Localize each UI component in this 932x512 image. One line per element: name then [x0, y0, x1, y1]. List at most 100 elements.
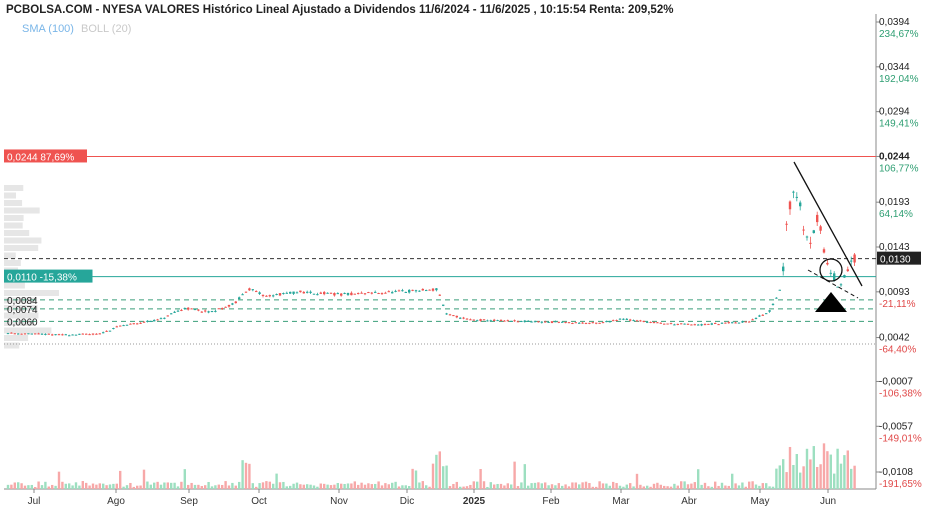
candle-body — [690, 324, 693, 326]
candle-body — [761, 314, 764, 316]
candle-body — [663, 323, 666, 325]
volume-bar — [574, 482, 577, 489]
candle-body — [639, 320, 642, 322]
volume-bar — [775, 468, 778, 489]
candle-body — [414, 290, 418, 292]
volume-bar — [425, 485, 428, 489]
volume-profile-bar — [4, 297, 37, 304]
candle-body — [438, 294, 441, 296]
candle-body — [377, 293, 380, 295]
candle-body — [367, 292, 370, 294]
volume-bar — [61, 481, 64, 489]
candle-body — [30, 333, 33, 335]
candle-body — [533, 321, 537, 323]
candle-body — [843, 274, 846, 278]
volume-bar — [547, 485, 550, 489]
volume-bar — [44, 481, 47, 489]
candle-body — [387, 291, 390, 293]
candle-body — [686, 323, 690, 325]
candle-body — [598, 322, 601, 324]
candle-body — [435, 288, 438, 291]
candle-body — [346, 293, 350, 295]
volume-bar — [387, 484, 390, 489]
volume-bar — [275, 473, 278, 489]
candle-body — [40, 333, 44, 335]
volume-bar — [299, 484, 302, 489]
x-tick-label: 2025 — [463, 496, 486, 507]
volume-bar — [819, 464, 822, 489]
y-tick-label: -0,0108 — [879, 467, 913, 478]
candle-body — [34, 333, 37, 335]
volume-bar — [309, 484, 312, 489]
volume-bar — [765, 483, 768, 489]
candle-body — [496, 320, 499, 322]
candle-body — [105, 330, 108, 332]
candle-body — [768, 310, 771, 312]
candle-body — [411, 289, 414, 291]
volume-bar — [629, 483, 632, 489]
level-label: 0,0074 — [7, 305, 38, 316]
candle-body — [727, 322, 730, 324]
candle-body — [493, 319, 496, 322]
volume-bar — [244, 462, 248, 489]
candle-body — [829, 272, 832, 274]
candle-body — [149, 321, 152, 323]
volume-bar — [234, 485, 237, 489]
candle-body — [826, 262, 829, 265]
candle-body — [758, 315, 761, 317]
candle-body — [527, 320, 530, 322]
candle-body — [805, 236, 809, 238]
candle-body — [81, 333, 84, 335]
volume-bar — [652, 483, 656, 489]
warning-triangle-marker — [815, 292, 847, 312]
volume-bar — [51, 484, 54, 489]
candle-body — [343, 292, 346, 294]
candle-body — [231, 303, 234, 305]
candle-body — [669, 323, 673, 325]
volume-profile-bar — [4, 222, 23, 229]
volume-bar — [180, 481, 183, 489]
candle-body — [537, 321, 540, 323]
volume-profile-bar — [4, 305, 38, 311]
candle-body — [615, 320, 618, 322]
candle-body — [751, 319, 754, 321]
volume-profile-bar — [4, 245, 39, 251]
volume-bar — [431, 463, 435, 489]
candle-body — [703, 324, 707, 326]
candle-body — [516, 321, 520, 323]
candle-body — [193, 309, 197, 311]
candle-body — [788, 201, 792, 210]
candle-body — [659, 322, 662, 324]
volume-bar — [850, 468, 853, 489]
candle-body — [268, 295, 271, 297]
candle-body — [476, 320, 479, 322]
volume-bar — [34, 486, 37, 489]
candle-body — [489, 320, 492, 322]
candle-body — [833, 273, 836, 281]
candle-body — [17, 333, 20, 335]
candle-body — [455, 315, 458, 318]
volume-bar — [496, 483, 499, 489]
volume-bar — [173, 482, 176, 489]
candle-body — [792, 191, 795, 193]
volume-bar — [156, 481, 159, 489]
candle-body — [836, 286, 839, 288]
volume-bar — [40, 485, 44, 489]
volume-bar — [414, 470, 418, 489]
candle-body — [707, 323, 710, 325]
legend-boll[interactable]: BOLL (20) — [81, 23, 132, 35]
candle-body — [425, 290, 428, 292]
x-tick-label: Jul — [28, 496, 41, 507]
candle-body — [625, 318, 628, 320]
legend-sma[interactable]: SMA (100) — [22, 23, 74, 35]
resistance-label: 0,0244 87,69% — [7, 152, 74, 163]
volume-bar — [788, 446, 792, 489]
candle-body — [207, 311, 210, 313]
candle-body — [567, 322, 571, 324]
candle-body — [588, 322, 591, 324]
candle-body — [210, 310, 214, 312]
candle-body — [530, 321, 533, 323]
x-tick-label: Abr — [681, 496, 697, 507]
volume-bar — [258, 483, 261, 489]
